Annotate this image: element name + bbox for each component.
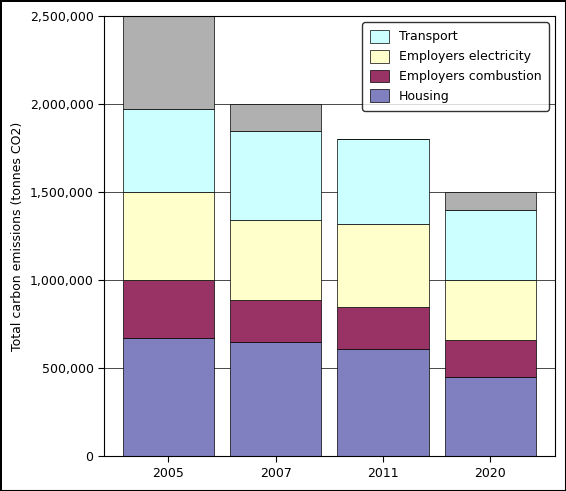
Bar: [230, 300, 321, 342]
Bar: [337, 224, 428, 307]
Bar: [230, 104, 321, 131]
Bar: [445, 340, 536, 377]
Bar: [123, 280, 214, 338]
Bar: [230, 342, 321, 457]
Bar: [230, 131, 321, 220]
Bar: [123, 16, 214, 109]
Bar: [445, 377, 536, 457]
Bar: [123, 338, 214, 457]
Bar: [445, 210, 536, 280]
Y-axis label: Total carbon emissions (tonnes CO2): Total carbon emissions (tonnes CO2): [11, 122, 24, 351]
Bar: [337, 139, 428, 224]
Bar: [123, 192, 214, 280]
Bar: [337, 349, 428, 457]
Bar: [445, 192, 536, 210]
Legend: Transport, Employers electricity, Employers combustion, Housing: Transport, Employers electricity, Employ…: [362, 23, 548, 110]
Bar: [230, 220, 321, 300]
Bar: [337, 307, 428, 349]
Bar: [123, 109, 214, 192]
Bar: [445, 280, 536, 340]
